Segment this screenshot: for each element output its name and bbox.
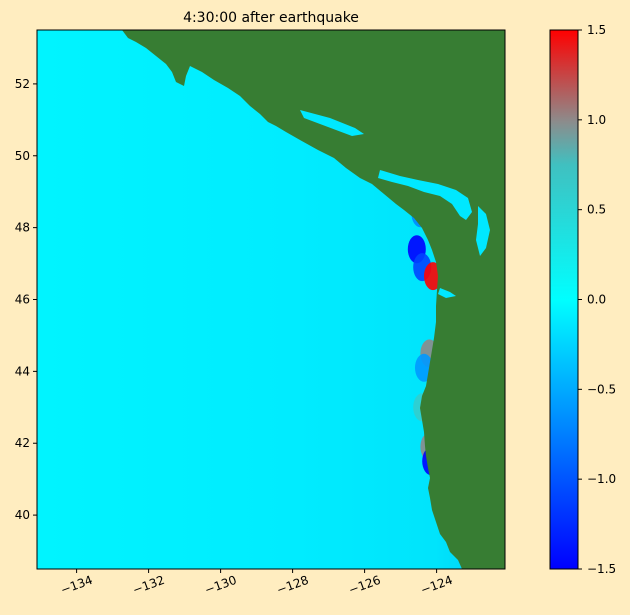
y-tick-label: 40 — [15, 508, 30, 522]
y-tick-label: 42 — [15, 436, 30, 450]
colorbar — [549, 29, 579, 570]
y-tick-label: 48 — [15, 221, 30, 235]
bay-waterway — [438, 288, 456, 298]
inlet-waterway — [300, 110, 364, 136]
map-plot-area — [37, 30, 505, 569]
colorbar-tick-label: −1.0 — [587, 472, 616, 486]
strait-waterway — [378, 170, 472, 220]
colorbar-tick-label: 0.5 — [587, 203, 606, 217]
colorbar-tick-label: 1.0 — [587, 113, 606, 127]
y-tick-label: 50 — [15, 149, 30, 163]
y-axis: 40 42 44 46 48 50 52 — [15, 77, 37, 522]
x-tick-label: −128 — [275, 573, 311, 597]
y-tick-label: 52 — [15, 77, 30, 91]
sound-waterway — [476, 206, 490, 256]
colorbar-tick-label: −0.5 — [587, 382, 616, 396]
x-axis: −134 −132 −130 −128 −126 −124 — [59, 569, 455, 597]
y-tick-label: 44 — [15, 364, 30, 378]
x-tick-label: −124 — [419, 573, 455, 597]
x-tick-label: −130 — [203, 573, 239, 597]
colorbar-tick-label: 0.0 — [587, 293, 606, 307]
x-tick-label: −126 — [347, 573, 383, 597]
colorbar-axis: −1.5 −1.0 −0.5 0.0 0.5 1.0 1.5 — [578, 23, 616, 576]
land-mass — [122, 30, 505, 569]
x-tick-label: −134 — [59, 573, 95, 597]
colorbar-tick-label: −1.5 — [587, 562, 616, 576]
colorbar-tick-label: 1.5 — [587, 23, 606, 37]
chart-title: 4:30:00 after earthquake — [183, 10, 359, 26]
y-tick-label: 46 — [15, 293, 30, 307]
x-tick-label: −132 — [131, 573, 167, 597]
